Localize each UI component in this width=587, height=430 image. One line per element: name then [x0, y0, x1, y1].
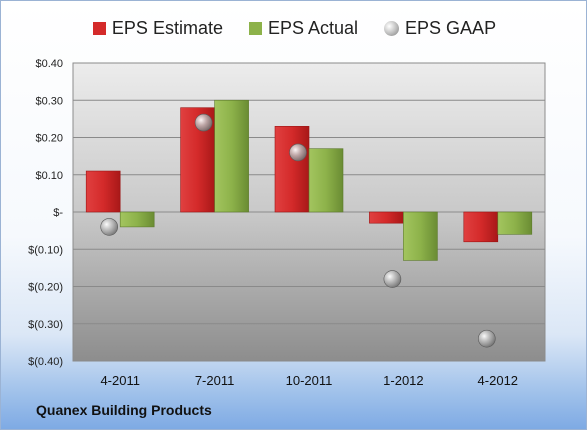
legend-swatch-actual — [248, 22, 262, 35]
x-tick-label: 10-2011 — [286, 373, 333, 388]
eps-actual-bar — [308, 148, 344, 213]
legend-swatch-gaap — [384, 21, 400, 36]
y-tick-label: $(0.30) — [28, 319, 63, 331]
legend-item-estimate: EPS Estimate — [92, 18, 223, 39]
y-tick-label: $(0.10) — [28, 244, 63, 256]
eps-gaap-point — [383, 270, 402, 288]
y-tick-label: $- — [53, 207, 63, 219]
y-tick-label: $0.40 — [35, 58, 63, 70]
eps-actual-bar — [497, 211, 533, 235]
legend-label-estimate: EPS Estimate — [111, 18, 223, 38]
x-tick-label: 1-2012 — [383, 373, 423, 388]
legend-label-actual: EPS Actual — [267, 18, 359, 38]
y-tick-label: $0.10 — [35, 170, 63, 182]
eps-estimate-bar — [85, 170, 121, 213]
legend-item-gaap: EPS GAAP — [384, 18, 496, 39]
y-tick-label: $(0.40) — [28, 356, 63, 368]
eps-actual-bar — [214, 99, 249, 213]
eps-estimate-bar — [369, 211, 404, 224]
eps-gaap-point — [194, 113, 213, 132]
y-tick-label: $0.30 — [35, 95, 63, 107]
legend: EPS Estimate EPS Actual EPS GAAP — [1, 18, 586, 39]
y-tick-label: $(0.20) — [28, 282, 63, 294]
legend-item-actual: EPS Actual — [248, 18, 359, 39]
x-tick-label: 4-2012 — [478, 373, 518, 388]
eps-gaap-point — [100, 218, 118, 236]
eps-actual-bar — [403, 211, 438, 261]
x-tick-label: 4-2011 — [100, 373, 140, 388]
eps-estimate-bar — [274, 126, 310, 213]
legend-label-gaap: EPS GAAP — [405, 18, 497, 38]
eps-actual-bar — [119, 211, 155, 228]
x-tick-label: 7-2011 — [195, 373, 235, 388]
eps-gaap-point — [289, 143, 307, 162]
legend-swatch-estimate — [92, 22, 106, 35]
eps-gaap-point — [477, 329, 496, 348]
y-tick-label: $0.20 — [35, 133, 63, 145]
eps-estimate-bar — [463, 211, 499, 243]
company-name: Quanex Building Products — [36, 402, 212, 418]
